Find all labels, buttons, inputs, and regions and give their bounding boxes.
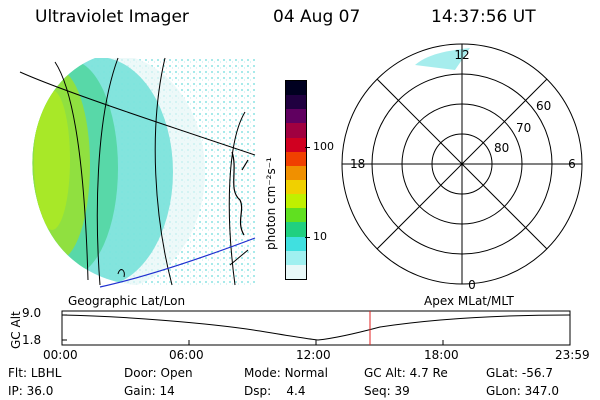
timeline-y-max: 9.0: [22, 306, 42, 320]
date-label: 04 Aug 07: [273, 7, 361, 27]
timeline-plot: [61, 310, 571, 346]
colorbar-band-13: [286, 264, 306, 279]
aurora-emission: [32, 58, 256, 285]
colorbar-band-3: [286, 123, 306, 138]
earth-image: [19, 57, 256, 288]
colorbar-band-11: [286, 236, 306, 251]
colorbar-band-9: [286, 208, 306, 223]
gain-readout: Gain: 14: [124, 384, 175, 398]
altitude-curve: [61, 314, 571, 341]
colorbar-band-5: [286, 151, 306, 166]
door-readout: Door: Open: [124, 366, 193, 380]
dsp-readout: Dsp: 4.4: [244, 384, 306, 398]
mlt-label-12: 12: [454, 48, 469, 62]
colorbar-tick-100: 100: [313, 140, 334, 153]
time-label: 14:37:56 UT: [431, 7, 536, 27]
lat-label-70: 70: [516, 121, 531, 135]
glon-readout: GLon: 347.0: [486, 384, 559, 398]
glat-readout: GLat: -56.7: [486, 366, 553, 380]
colorbar-band-12: [286, 250, 306, 265]
mode-readout: Mode: Normal: [244, 366, 328, 380]
mlt-label-18: 18: [350, 157, 365, 171]
timeline-axis-title: GC Alt: [9, 311, 23, 349]
lat-label-80: 80: [494, 141, 509, 155]
colorbar-band-10: [286, 222, 306, 237]
colorbar-tick-10: 10: [313, 230, 327, 243]
mlt-label-6: 6: [568, 157, 576, 171]
colorbar-band-0: [286, 81, 306, 96]
time-tick-1200: 12:00: [296, 348, 331, 362]
terminator-line: [99, 237, 256, 288]
time-tick-2359: 23:59: [555, 348, 590, 362]
polar-aurora-patch: [415, 48, 470, 70]
colorbar-band-1: [286, 95, 306, 110]
flt-readout: Flt: LBHL: [8, 366, 62, 380]
mlt-label-0: 0: [468, 278, 476, 292]
time-tick-0000: 00:00: [43, 348, 78, 362]
colorbar-band-2: [286, 109, 306, 124]
timeline-y-min: 1.8: [22, 333, 42, 347]
instrument-title: Ultraviolet Imager: [35, 7, 189, 27]
colorbar: [285, 80, 307, 280]
colorbar-unit-label: photon cm⁻²s⁻¹: [264, 157, 278, 250]
colorbar-band-4: [286, 137, 306, 152]
timeline-left-label: Geographic Lat/Lon: [68, 294, 186, 308]
seq-readout: Seq: 39: [364, 384, 410, 398]
time-tick-0600: 06:00: [169, 348, 204, 362]
geographic-grid: [19, 57, 256, 286]
colorbar-band-7: [286, 179, 306, 195]
ip-readout: IP: 36.0: [8, 384, 54, 398]
colorbar-band-8: [286, 194, 306, 209]
polar-dial: 12 18 6 0 60 70 80: [341, 43, 583, 292]
time-tick-1800: 18:00: [424, 348, 459, 362]
gc-alt-readout: GC Alt: 4.7 Re: [364, 366, 448, 380]
timeline-right-label: Apex MLat/MLT: [424, 294, 514, 308]
colorbar-band-6: [286, 165, 306, 180]
lat-label-60: 60: [536, 99, 551, 113]
